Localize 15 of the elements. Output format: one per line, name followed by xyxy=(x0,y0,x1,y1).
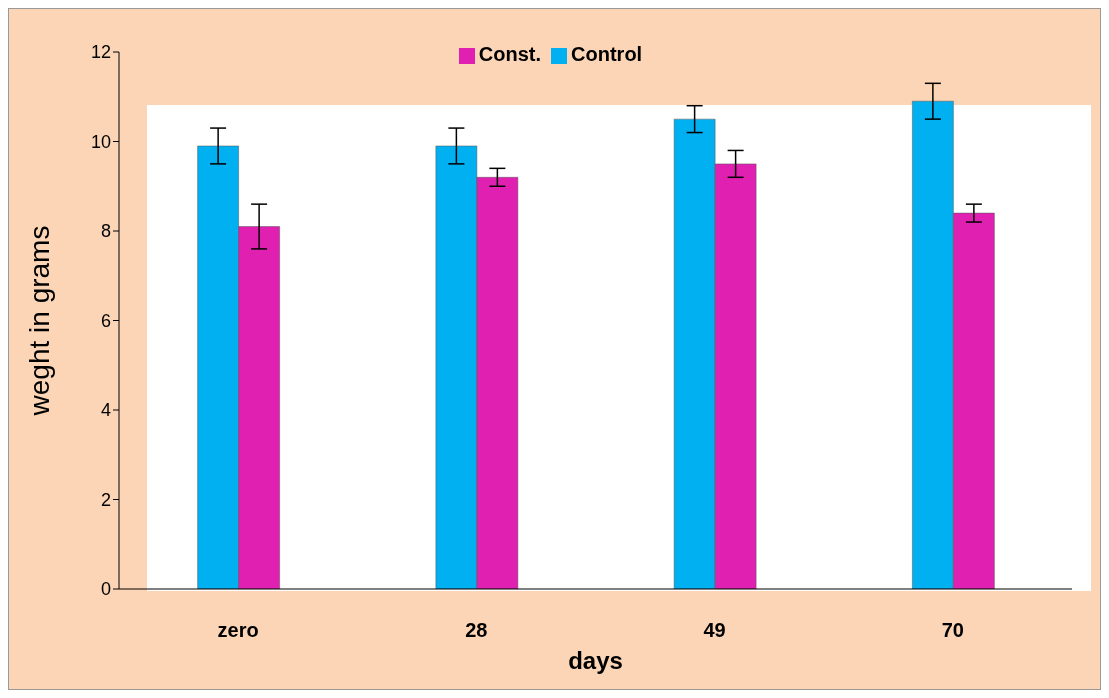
x-tick-label: 70 xyxy=(941,619,964,642)
y-tick-label: 10 xyxy=(90,131,111,152)
y-axis-title: weght in grams xyxy=(23,225,55,417)
x-tick-label: 49 xyxy=(703,619,726,642)
legend-label: Control xyxy=(571,43,643,65)
y-tick-label: 8 xyxy=(100,221,111,242)
y-tick-label: 4 xyxy=(100,400,111,421)
y-tick-label: 12 xyxy=(90,42,111,63)
x-axis-title: days xyxy=(568,647,623,674)
x-tick-label: 28 xyxy=(465,619,488,642)
y-tick-label: 2 xyxy=(100,489,111,510)
y-tick-label: 6 xyxy=(100,310,111,331)
x-tick-label: zero xyxy=(217,619,259,642)
legend-label: Const. xyxy=(478,43,542,65)
y-tick-label: 0 xyxy=(100,579,111,600)
